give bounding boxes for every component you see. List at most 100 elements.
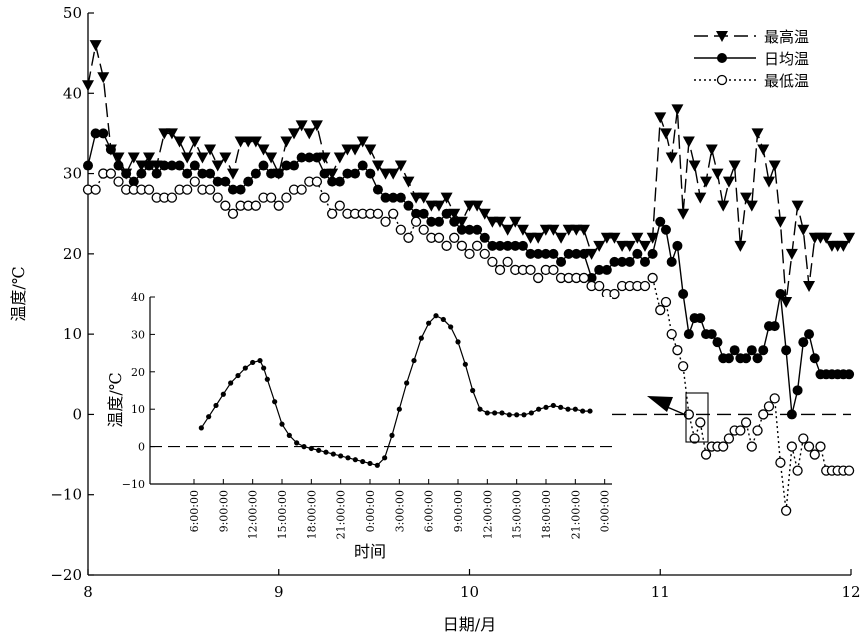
data-point xyxy=(548,248,559,259)
data-point xyxy=(718,441,729,452)
data-point xyxy=(281,192,292,203)
data-point xyxy=(303,128,316,140)
data-point xyxy=(196,152,209,164)
inset-data-point xyxy=(440,316,446,323)
data-point xyxy=(792,465,803,476)
data-point xyxy=(752,425,763,436)
inset-data-point xyxy=(206,414,212,420)
series-0 xyxy=(82,40,856,309)
data-point xyxy=(608,232,621,244)
data-point xyxy=(159,160,170,171)
data-point xyxy=(212,176,223,187)
data-point xyxy=(655,304,666,316)
data-point xyxy=(487,256,498,268)
data-point xyxy=(638,240,651,252)
data-point xyxy=(647,272,658,284)
data-point xyxy=(265,152,278,164)
data-point xyxy=(266,168,277,179)
inset-y-axis-label: 温度/℃ xyxy=(106,372,125,427)
data-point xyxy=(365,168,376,179)
data-point xyxy=(273,168,284,179)
x-tick-label: 12 xyxy=(841,583,860,601)
data-point xyxy=(105,168,117,179)
data-point xyxy=(295,120,308,132)
data-point xyxy=(768,160,781,172)
data-point xyxy=(646,232,659,244)
data-point xyxy=(562,224,575,236)
data-point xyxy=(235,184,246,195)
data-point xyxy=(660,296,672,308)
data-point xyxy=(464,224,475,235)
data-point xyxy=(578,272,590,284)
data-point xyxy=(792,385,803,396)
data-point xyxy=(350,168,361,179)
data-point xyxy=(555,232,568,244)
data-point xyxy=(150,160,163,172)
legend-item-0: 最高温 xyxy=(694,28,809,46)
inset-y-tick-label: 0 xyxy=(138,441,145,454)
data-point xyxy=(105,144,116,155)
data-point xyxy=(647,248,658,259)
data-point xyxy=(464,248,475,260)
inset-data-point xyxy=(411,357,417,364)
data-point xyxy=(349,144,362,156)
data-point xyxy=(326,168,339,180)
data-point xyxy=(688,160,701,172)
data-point xyxy=(677,361,689,372)
y-tick-label: −20 xyxy=(50,566,82,584)
inset-data-point xyxy=(301,444,307,450)
inset-data-point xyxy=(286,432,292,438)
data-point xyxy=(441,208,452,219)
data-point xyxy=(182,184,193,195)
inset-data-point xyxy=(536,406,542,412)
data-point xyxy=(478,208,491,220)
data-point xyxy=(281,160,292,171)
data-point xyxy=(517,240,528,251)
data-point xyxy=(250,200,262,211)
inset-data-point xyxy=(316,447,322,453)
data-point xyxy=(695,417,706,428)
data-point xyxy=(717,200,730,212)
data-point xyxy=(98,128,109,139)
inset-data-point xyxy=(228,380,234,386)
inset-data-point xyxy=(264,376,270,382)
data-point xyxy=(334,200,345,211)
inset-x-tick-label: 21:00:00 xyxy=(569,490,582,539)
data-point xyxy=(578,248,589,259)
data-point xyxy=(258,160,269,171)
data-point xyxy=(341,144,354,156)
data-point xyxy=(632,248,643,259)
data-point xyxy=(809,449,820,460)
data-point xyxy=(533,272,544,284)
data-point xyxy=(327,208,338,219)
legend-marker xyxy=(716,74,728,86)
data-point xyxy=(410,216,422,227)
inset-data-point xyxy=(587,408,593,414)
data-point xyxy=(174,160,185,171)
data-point xyxy=(418,208,429,219)
data-point xyxy=(188,136,201,148)
y-tick-label: 20 xyxy=(63,245,82,263)
data-point xyxy=(411,208,422,219)
data-point xyxy=(372,208,384,219)
data-point xyxy=(780,297,793,309)
inset-data-point xyxy=(220,391,226,397)
data-point xyxy=(479,232,490,243)
data-point xyxy=(509,216,522,228)
data-point xyxy=(665,152,678,164)
data-point xyxy=(585,248,598,260)
inset-x-tick-label: 3:00:00 xyxy=(393,490,406,532)
data-point xyxy=(403,200,414,211)
data-point xyxy=(700,449,712,460)
data-point xyxy=(758,345,769,356)
inset-x-tick-label: 15:00:00 xyxy=(511,490,524,539)
inset-x-tick-label: 18:00:00 xyxy=(305,490,318,539)
data-point xyxy=(220,200,231,211)
data-point xyxy=(143,152,156,164)
x-tick-label: 8 xyxy=(83,583,93,601)
data-point xyxy=(82,80,94,92)
data-point xyxy=(319,192,330,203)
inset-data-point xyxy=(499,410,505,416)
data-point xyxy=(455,216,468,228)
x-tick-label: 9 xyxy=(274,583,284,601)
